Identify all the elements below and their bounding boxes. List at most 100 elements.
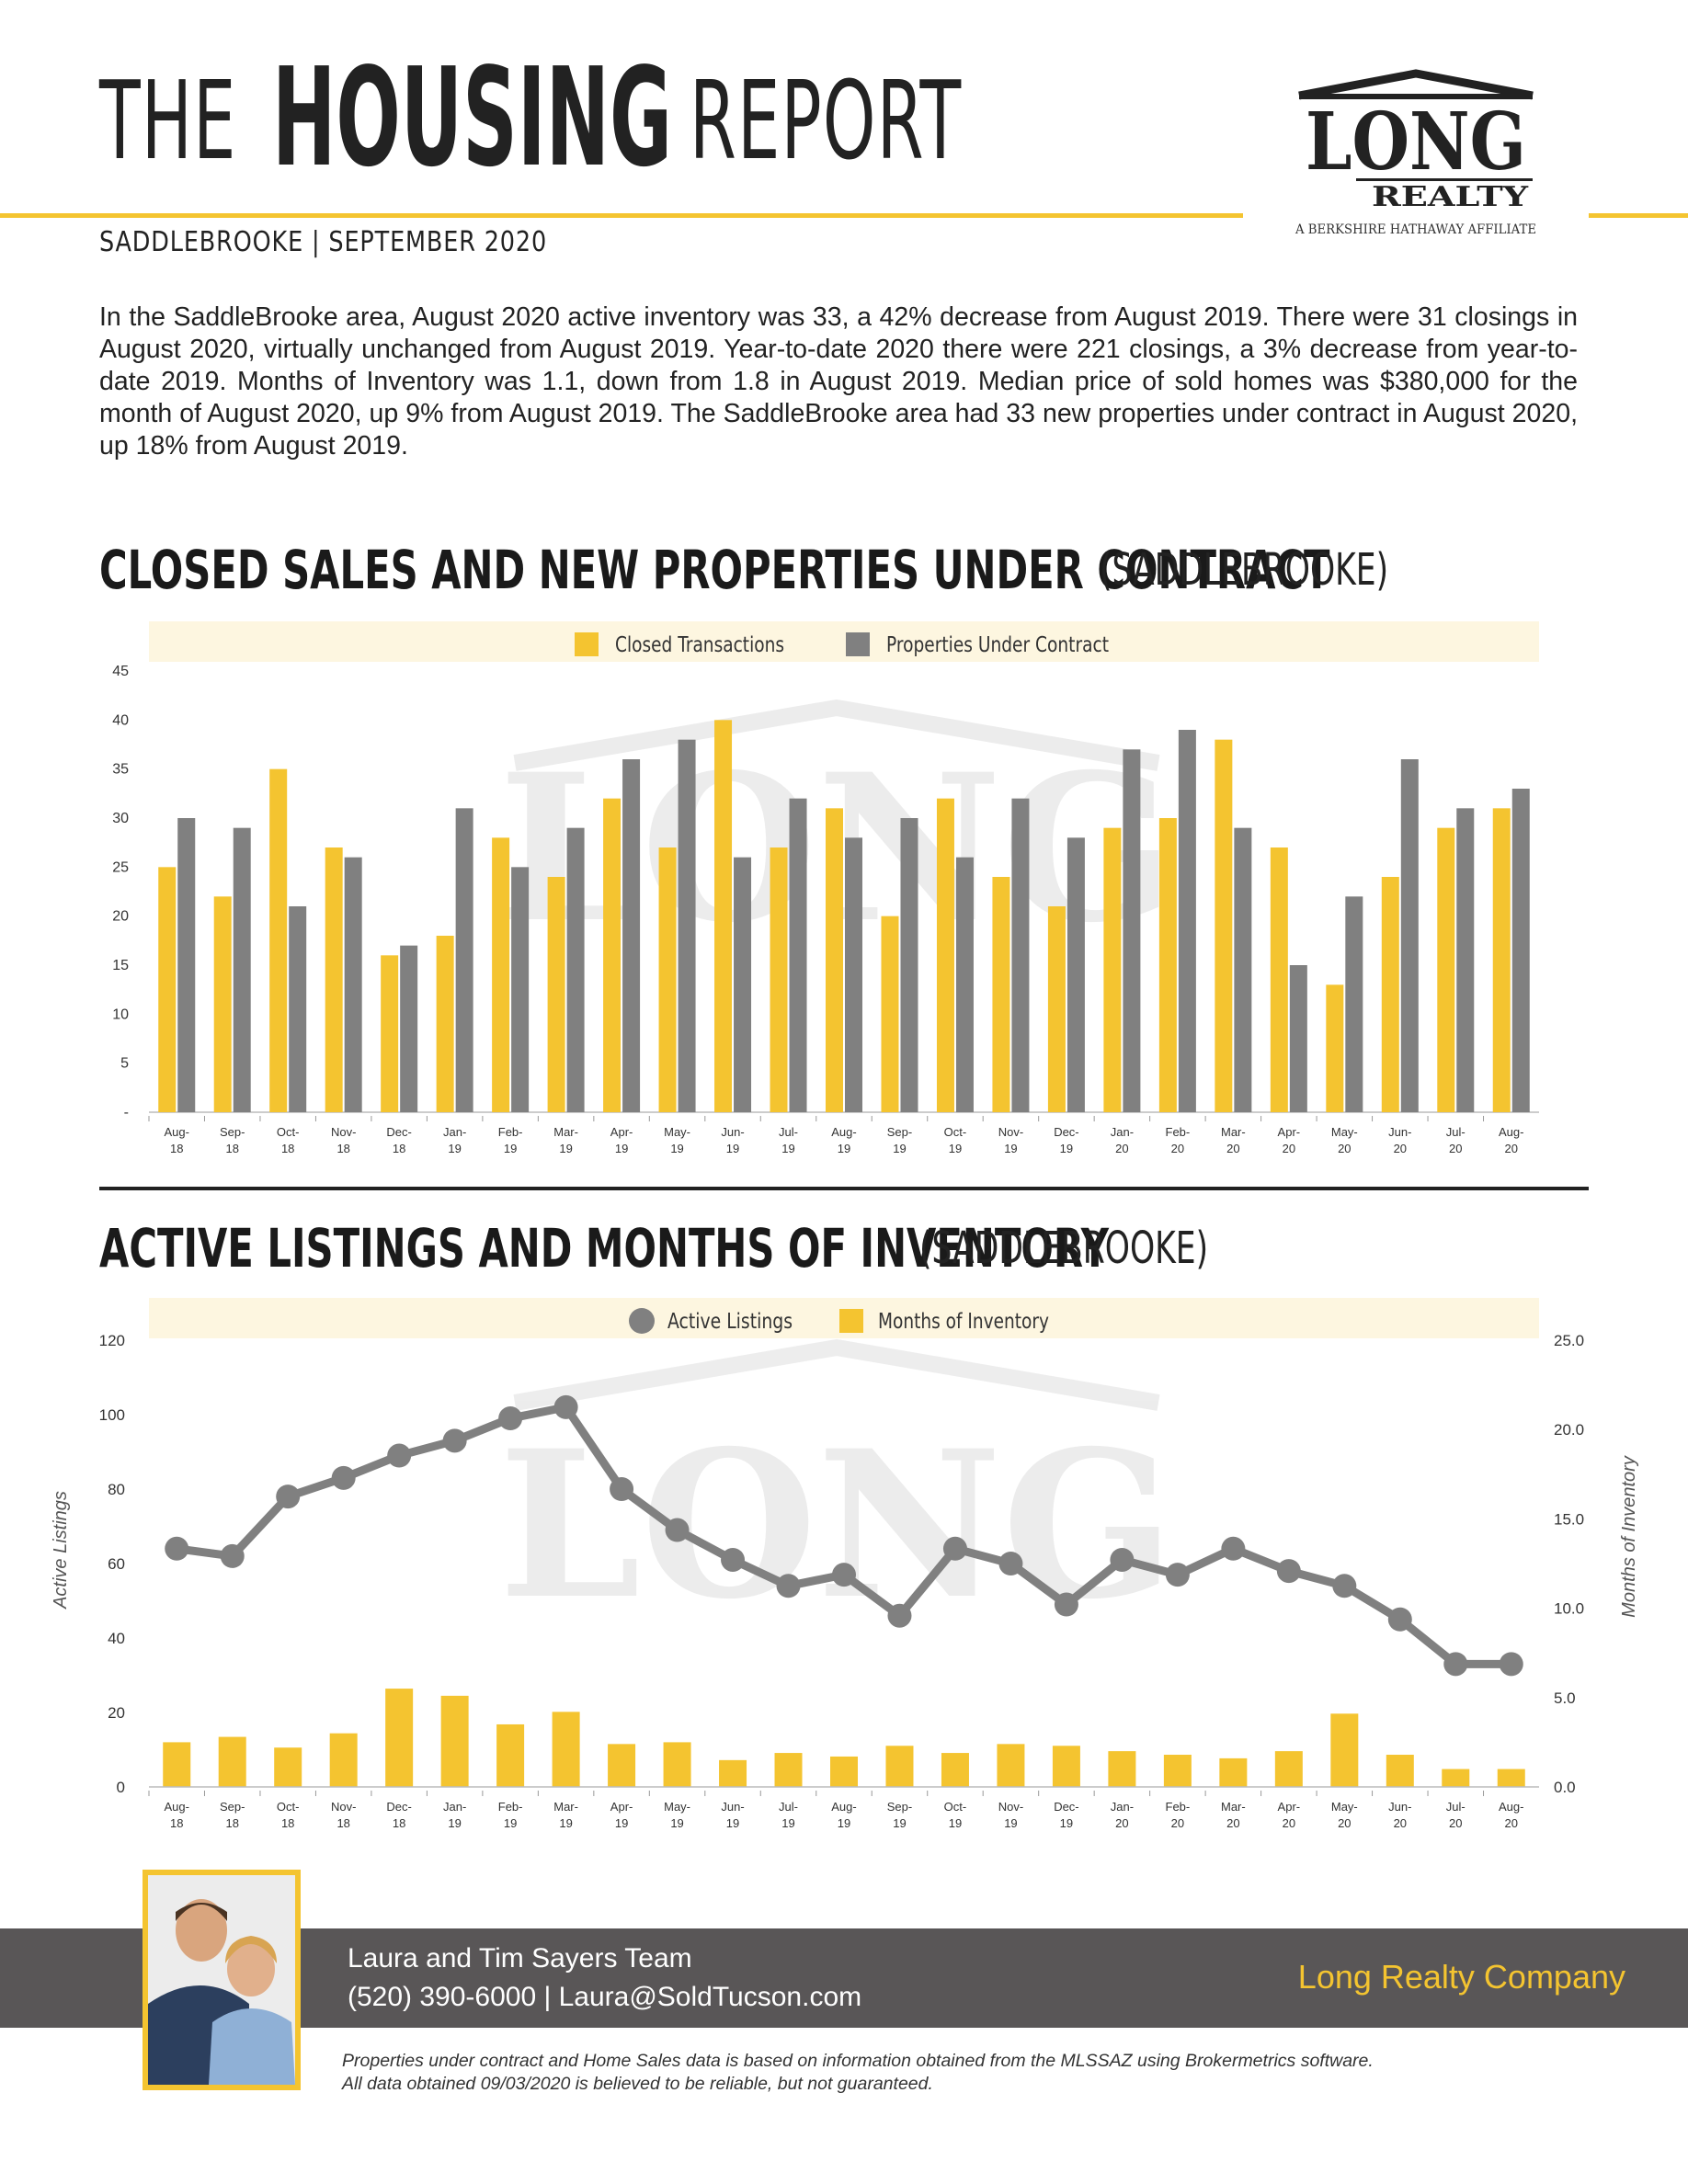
chart1-y-tick-5: 5 [120, 1056, 129, 1072]
chart2-x-tick-jun-19: Jun-19 [721, 1800, 744, 1830]
chart2-x-tick-dec-18: Dec-18 [386, 1800, 411, 1830]
section2-title-light: (SADDLEBROOKE) [919, 1223, 1209, 1274]
bar-months-of-inventory-jan-19 [440, 1695, 469, 1787]
legend-label-active-listings: Active Listings [667, 1310, 793, 1334]
chart1-y-tick-10: 10 [112, 1007, 129, 1022]
point-active-listings-nov-18 [331, 1465, 356, 1490]
chart2-x-tick-apr-20: Apr-20 [1278, 1800, 1301, 1830]
chart1-y-tick-20: 20 [112, 909, 129, 925]
chart2-y2-tick-0-0: 0.0 [1554, 1779, 1576, 1796]
bar-properties-under-contract-nov-19 [1011, 798, 1030, 1112]
bar-months-of-inventory-oct-19 [941, 1753, 969, 1787]
chart2-y2-tick-5-0: 5.0 [1554, 1689, 1576, 1707]
chart1-x-tick-feb-19: Feb-19 [498, 1125, 523, 1155]
bar-closed-transactions-aug-19 [826, 808, 843, 1112]
company-name: Long Realty Company [1297, 1958, 1625, 1996]
bar-properties-under-contract-aug-18 [177, 818, 196, 1112]
agent-contact[interactable]: (520) 390-6000 | Laura@SoldTucson.com [348, 1982, 862, 2012]
section2-title: ACTIVE LISTINGS AND MONTHS OF INVENTORY [99, 1217, 1501, 1280]
bar-closed-transactions-nov-19 [992, 877, 1010, 1112]
chart2-y-tick-20: 20 [108, 1704, 125, 1722]
chart1-x-tick-may-20: May-20 [1331, 1125, 1358, 1155]
point-active-listings-apr-19 [610, 1477, 634, 1501]
chart2-x-tick-sep-19: Sep-19 [887, 1800, 912, 1830]
chart2-x-tick-jan-20: Jan-20 [1111, 1800, 1134, 1830]
header-rule-left [0, 213, 1243, 218]
bar-closed-transactions-jul-19 [770, 847, 788, 1112]
chart1-x-tick-oct-18: Oct-18 [277, 1125, 300, 1155]
point-active-listings-apr-20 [1276, 1559, 1301, 1584]
bar-properties-under-contract-sep-19 [900, 818, 918, 1112]
chart1-y-tick-30: 30 [112, 811, 129, 826]
point-active-listings-sep-18 [220, 1543, 245, 1568]
point-active-listings-dec-19 [1054, 1592, 1078, 1617]
chart1-y-tick-40: 40 [112, 712, 129, 728]
bar-properties-under-contract-dec-18 [400, 945, 418, 1112]
bar-months-of-inventory-mar-19 [552, 1712, 580, 1787]
chart1-x-tick-jul-20: Jul-20 [1446, 1125, 1466, 1155]
bar-closed-transactions-aug-20 [1492, 808, 1511, 1112]
bar-properties-under-contract-jul-20 [1456, 808, 1475, 1112]
chart1-y-tick-45: 45 [112, 664, 129, 679]
point-active-listings-jun-19 [721, 1547, 746, 1572]
bar-closed-transactions-apr-20 [1270, 847, 1288, 1112]
bar-months-of-inventory-may-20 [1330, 1713, 1359, 1787]
bar-closed-transactions-apr-19 [603, 798, 622, 1112]
point-active-listings-jan-19 [442, 1428, 467, 1453]
bar-months-of-inventory-jun-20 [1386, 1755, 1414, 1787]
bar-closed-transactions-mar-19 [547, 877, 565, 1112]
title-report: REPORT [690, 57, 963, 184]
bar-months-of-inventory-sep-19 [885, 1746, 914, 1787]
chart2-y-tick-80: 80 [108, 1481, 125, 1498]
chart1-x-tick-dec-18: Dec-18 [386, 1125, 411, 1155]
logo-long-text: LONG [1306, 96, 1526, 188]
chart1-x-tick-sep-19: Sep-19 [887, 1125, 912, 1155]
legend-label-closed-transactions: Closed Transactions [615, 633, 784, 657]
chart2-y2-tick-25-0: 25.0 [1554, 1332, 1584, 1349]
legend-band [149, 621, 1539, 662]
chart2-y2-tick-15-0: 15.0 [1554, 1510, 1584, 1528]
chart1-x-tick-jan-20: Jan-20 [1111, 1125, 1134, 1155]
point-active-listings-oct-18 [276, 1484, 301, 1509]
logo-realty-text: REALTY [1372, 181, 1529, 213]
long-realty-logo: LONG REALTY A BERKSHIRE HATHAWAY AFFILIA… [1295, 69, 1536, 237]
chart1-x-tick-apr-19: Apr-19 [610, 1125, 633, 1155]
chart1-x-tick-apr-20: Apr-20 [1278, 1125, 1301, 1155]
chart2-x-tick-oct-18: Oct-18 [277, 1800, 300, 1830]
bar-months-of-inventory-sep-18 [218, 1736, 246, 1787]
legend-label-months-of-inventory: Months of Inventory [878, 1310, 1049, 1334]
bar-closed-transactions-nov-18 [325, 847, 343, 1112]
chart1-x-tick-jul-19: Jul-19 [779, 1125, 798, 1155]
chart2-x-tick-aug-19: Aug-19 [831, 1800, 856, 1830]
bar-properties-under-contract-oct-18 [289, 906, 307, 1112]
bar-properties-under-contract-feb-20 [1178, 730, 1196, 1112]
bar-closed-transactions-mar-20 [1215, 739, 1233, 1112]
chart1-y-tick-15: 15 [112, 958, 129, 973]
chart1-x-tick-feb-20: Feb-20 [1166, 1125, 1191, 1155]
chart2-x-tick-nov-18: Nov-18 [331, 1800, 356, 1830]
bar-closed-transactions-oct-18 [269, 768, 288, 1112]
chart2-x-tick-nov-19: Nov-19 [998, 1800, 1023, 1830]
chart2-x-tick-aug-18: Aug-18 [165, 1800, 189, 1830]
bar-months-of-inventory-jul-19 [774, 1753, 803, 1787]
bar-months-of-inventory-feb-19 [496, 1723, 525, 1787]
chart2-x-tick-sep-18: Sep-18 [220, 1800, 245, 1830]
point-active-listings-aug-18 [165, 1536, 189, 1561]
chart2-x-tick-mar-20: Mar-20 [1221, 1800, 1246, 1830]
bar-months-of-inventory-aug-18 [163, 1742, 191, 1787]
chart1-x-tick-may-19: May-19 [664, 1125, 690, 1155]
chart2-x-tick-apr-19: Apr-19 [610, 1800, 633, 1830]
bar-properties-under-contract-jun-20 [1400, 759, 1419, 1112]
chart1-x-tick-mar-20: Mar-20 [1221, 1125, 1246, 1155]
point-active-listings-nov-19 [998, 1552, 1023, 1575]
bar-properties-under-contract-jul-19 [789, 798, 807, 1112]
bar-closed-transactions-sep-18 [213, 896, 232, 1112]
bar-properties-under-contract-aug-19 [845, 837, 862, 1112]
chart1-x-tick-mar-19: Mar-19 [553, 1125, 578, 1155]
chart1-y-tick-zero: - [124, 1105, 129, 1120]
legend-swatch-properties-under-contract [846, 632, 870, 656]
chart1-x-tick-sep-18: Sep-18 [220, 1125, 245, 1155]
agent-photo [143, 1870, 301, 2090]
point-active-listings-may-20 [1332, 1574, 1357, 1598]
